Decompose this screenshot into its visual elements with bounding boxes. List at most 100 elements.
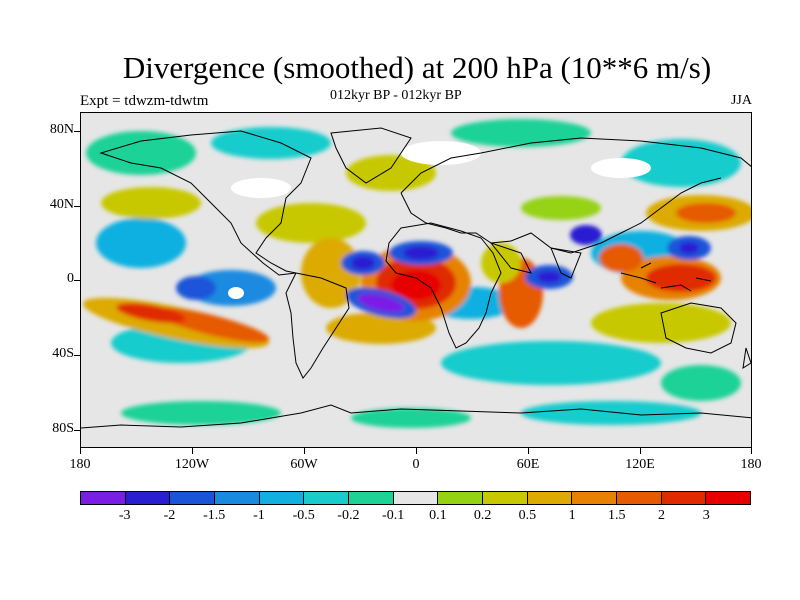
experiment-label: Expt = tdwzm-tdwtm <box>80 93 209 109</box>
colorbar-label: 0.1 <box>429 508 447 523</box>
x-axis-label: 120W <box>174 457 210 472</box>
chart-title: Divergence (smoothed) at 200 hPa (10**6 … <box>122 50 712 85</box>
colorbar-swatch <box>483 492 528 504</box>
season-label: JJA <box>730 93 752 108</box>
colorbar-label: -3 <box>118 508 131 523</box>
y-tick <box>74 280 80 281</box>
field-patch <box>176 276 216 300</box>
colorbar-swatch <box>527 492 573 504</box>
field-patch <box>537 271 561 283</box>
x-tick <box>416 448 417 454</box>
x-axis-label: 180 <box>69 457 91 472</box>
x-tick <box>80 448 81 454</box>
divergence-map <box>81 113 751 447</box>
map-panel <box>80 112 752 448</box>
field-patch <box>116 303 186 323</box>
coastlines <box>81 127 751 429</box>
field-patch <box>441 341 661 385</box>
coast-africa <box>385 222 502 349</box>
colorbar-label: -2 <box>163 508 176 523</box>
colorbar-swatch <box>215 492 260 504</box>
gap-patches <box>228 141 651 299</box>
colorbar-label: 1.5 <box>608 508 626 523</box>
field-patch <box>391 270 441 300</box>
field-patch <box>676 203 736 223</box>
coast-north-america <box>99 130 312 276</box>
coast-indonesia <box>620 262 712 292</box>
gap-patch <box>591 158 651 178</box>
gap-patch <box>231 178 291 198</box>
gap-patch <box>401 141 481 165</box>
coast-australia <box>660 302 737 354</box>
field-patch <box>451 119 591 147</box>
x-tick <box>751 448 752 454</box>
field-patch <box>86 131 196 175</box>
y-axis-label: 80S <box>52 421 74 436</box>
coast-antarctica <box>81 404 751 429</box>
x-axis-label: 120E <box>625 457 655 472</box>
field-patch <box>599 244 643 272</box>
x-tick <box>640 448 641 454</box>
colorbar-swatch <box>706 492 751 504</box>
colorbar-label: 1 <box>568 508 576 523</box>
y-tick <box>74 355 80 356</box>
field-patch <box>591 303 731 343</box>
colorbar-swatch <box>304 492 350 504</box>
colorbar-swatch <box>617 492 662 504</box>
field-patch <box>403 246 439 260</box>
field-patch <box>101 187 201 219</box>
colorbar-label: 2 <box>658 508 666 523</box>
field-patch <box>211 127 331 159</box>
colorbar-label: -1.5 <box>203 508 226 523</box>
colorbar-label: 0.5 <box>518 508 537 523</box>
x-axis-label: 60E <box>516 457 540 472</box>
colorbar-label: -1 <box>253 508 265 523</box>
gap-patch <box>228 287 244 299</box>
field-patch <box>646 264 716 292</box>
field-patch <box>570 225 602 245</box>
y-axis-label: 80N <box>49 122 74 137</box>
colorbar-swatch <box>393 492 439 504</box>
colorbar-label: -0.2 <box>337 508 360 523</box>
x-axis-label: 60W <box>290 457 318 472</box>
colorbar-swatch <box>125 492 171 504</box>
y-axis-label: 40N <box>49 197 74 212</box>
field-patch <box>351 256 375 270</box>
colorbar-swatch <box>259 492 305 504</box>
x-tick <box>528 448 529 454</box>
y-tick <box>74 131 80 132</box>
field-patch <box>96 218 186 268</box>
coast-greenland <box>330 127 412 184</box>
coast-south-asia <box>489 241 582 279</box>
chart-subtitle: 012kyr BP - 012kyr BP <box>330 88 462 103</box>
colorbar-label: -0.1 <box>382 508 405 523</box>
colorbar-swatch <box>170 492 216 504</box>
field-patch <box>661 365 741 401</box>
colorbar-swatch <box>661 492 707 504</box>
field-patch <box>521 401 701 425</box>
coast-new-zealand <box>742 347 751 369</box>
x-axis-label: 180 <box>740 457 762 472</box>
x-tick <box>304 448 305 454</box>
field-patch <box>357 293 405 313</box>
colorbar-swatch <box>349 492 394 504</box>
colorbar-label: -0.5 <box>292 508 315 523</box>
colorbar-label: 3 <box>702 508 710 523</box>
field-patch <box>481 243 521 283</box>
x-tick <box>192 448 193 454</box>
field-patch <box>521 196 601 220</box>
x-axis-label: 0 <box>412 457 420 472</box>
coast-south-america <box>285 272 350 379</box>
field-patch <box>121 401 281 425</box>
field-patch <box>351 408 471 428</box>
colorbar-swatch <box>81 492 126 504</box>
colorbar <box>80 491 751 505</box>
y-tick <box>74 206 80 207</box>
y-tick <box>74 430 80 431</box>
colorbar-label: 0.2 <box>473 508 492 523</box>
field-patch <box>256 203 366 243</box>
field-patch <box>679 242 699 254</box>
colorbar-swatch <box>438 492 484 504</box>
y-axis-label: 40S <box>52 346 74 361</box>
colorbar-swatch <box>572 492 618 504</box>
